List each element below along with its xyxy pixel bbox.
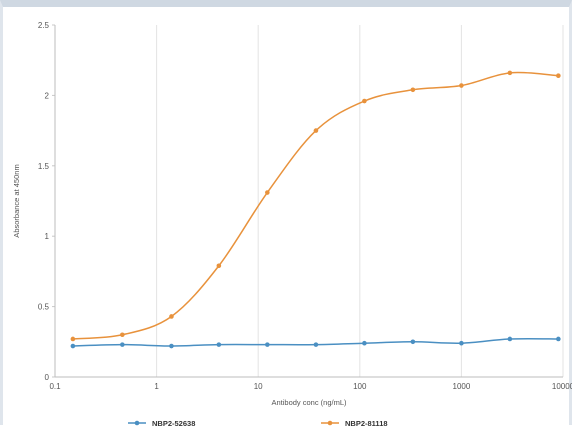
series-points xyxy=(70,70,561,349)
data-point xyxy=(265,190,270,195)
data-point xyxy=(556,336,561,342)
data-point xyxy=(410,87,416,93)
data-point xyxy=(265,342,270,347)
x-axis-title: Antibody conc (ng/mL) xyxy=(271,398,347,407)
legend: NBP2-52638 NBP2-81118 xyxy=(128,419,388,428)
legend-label: NBP2-81118 xyxy=(345,419,388,428)
data-point xyxy=(556,73,561,78)
x-tick-label: 0.1 xyxy=(49,382,61,391)
data-point xyxy=(120,332,125,338)
data-point xyxy=(216,263,222,269)
data-point xyxy=(120,342,125,347)
data-point xyxy=(362,340,367,346)
data-point xyxy=(459,340,464,346)
data-point xyxy=(313,128,319,133)
y-tick-label: 1.5 xyxy=(38,162,50,171)
y-tick-label: 0 xyxy=(45,373,50,382)
data-point xyxy=(507,70,513,76)
legend-label: NBP2-52638 xyxy=(152,419,195,428)
axes xyxy=(52,24,563,378)
data-point xyxy=(362,98,367,104)
x-tick-label: 10000 xyxy=(552,382,572,391)
data-point xyxy=(169,343,174,349)
chart: 0.1 1 10 100 1000 10000 0 0.5 1 1.5 2 2.5 Antibody … xyxy=(12,21,572,428)
y-axis-title: Absorbance at 450nm xyxy=(12,164,21,237)
legend-marker xyxy=(134,420,140,426)
x-tick-label: 1 xyxy=(154,382,159,391)
y-tick-label: 0.5 xyxy=(38,303,50,312)
x-tick-label: 10 xyxy=(254,382,263,391)
data-point xyxy=(216,342,222,347)
data-point xyxy=(169,314,174,319)
data-point xyxy=(507,336,513,342)
data-point xyxy=(70,343,76,349)
x-tick-label: 1000 xyxy=(453,382,471,391)
tick-labels: 0.1 1 10 100 1000 10000 0 0.5 1 1.5 2 2.5 xyxy=(38,21,572,391)
series-lines xyxy=(72,71,559,347)
x-tick-label: 100 xyxy=(353,382,367,391)
y-tick-label: 2 xyxy=(45,91,50,100)
data-point xyxy=(70,336,76,342)
series-line-2 xyxy=(72,71,559,340)
data-point xyxy=(313,342,319,347)
data-point xyxy=(459,83,464,88)
y-tick-label: 2.5 xyxy=(38,21,50,30)
legend-marker xyxy=(327,420,333,426)
y-tick-label: 1 xyxy=(45,232,50,241)
data-point xyxy=(410,339,416,345)
